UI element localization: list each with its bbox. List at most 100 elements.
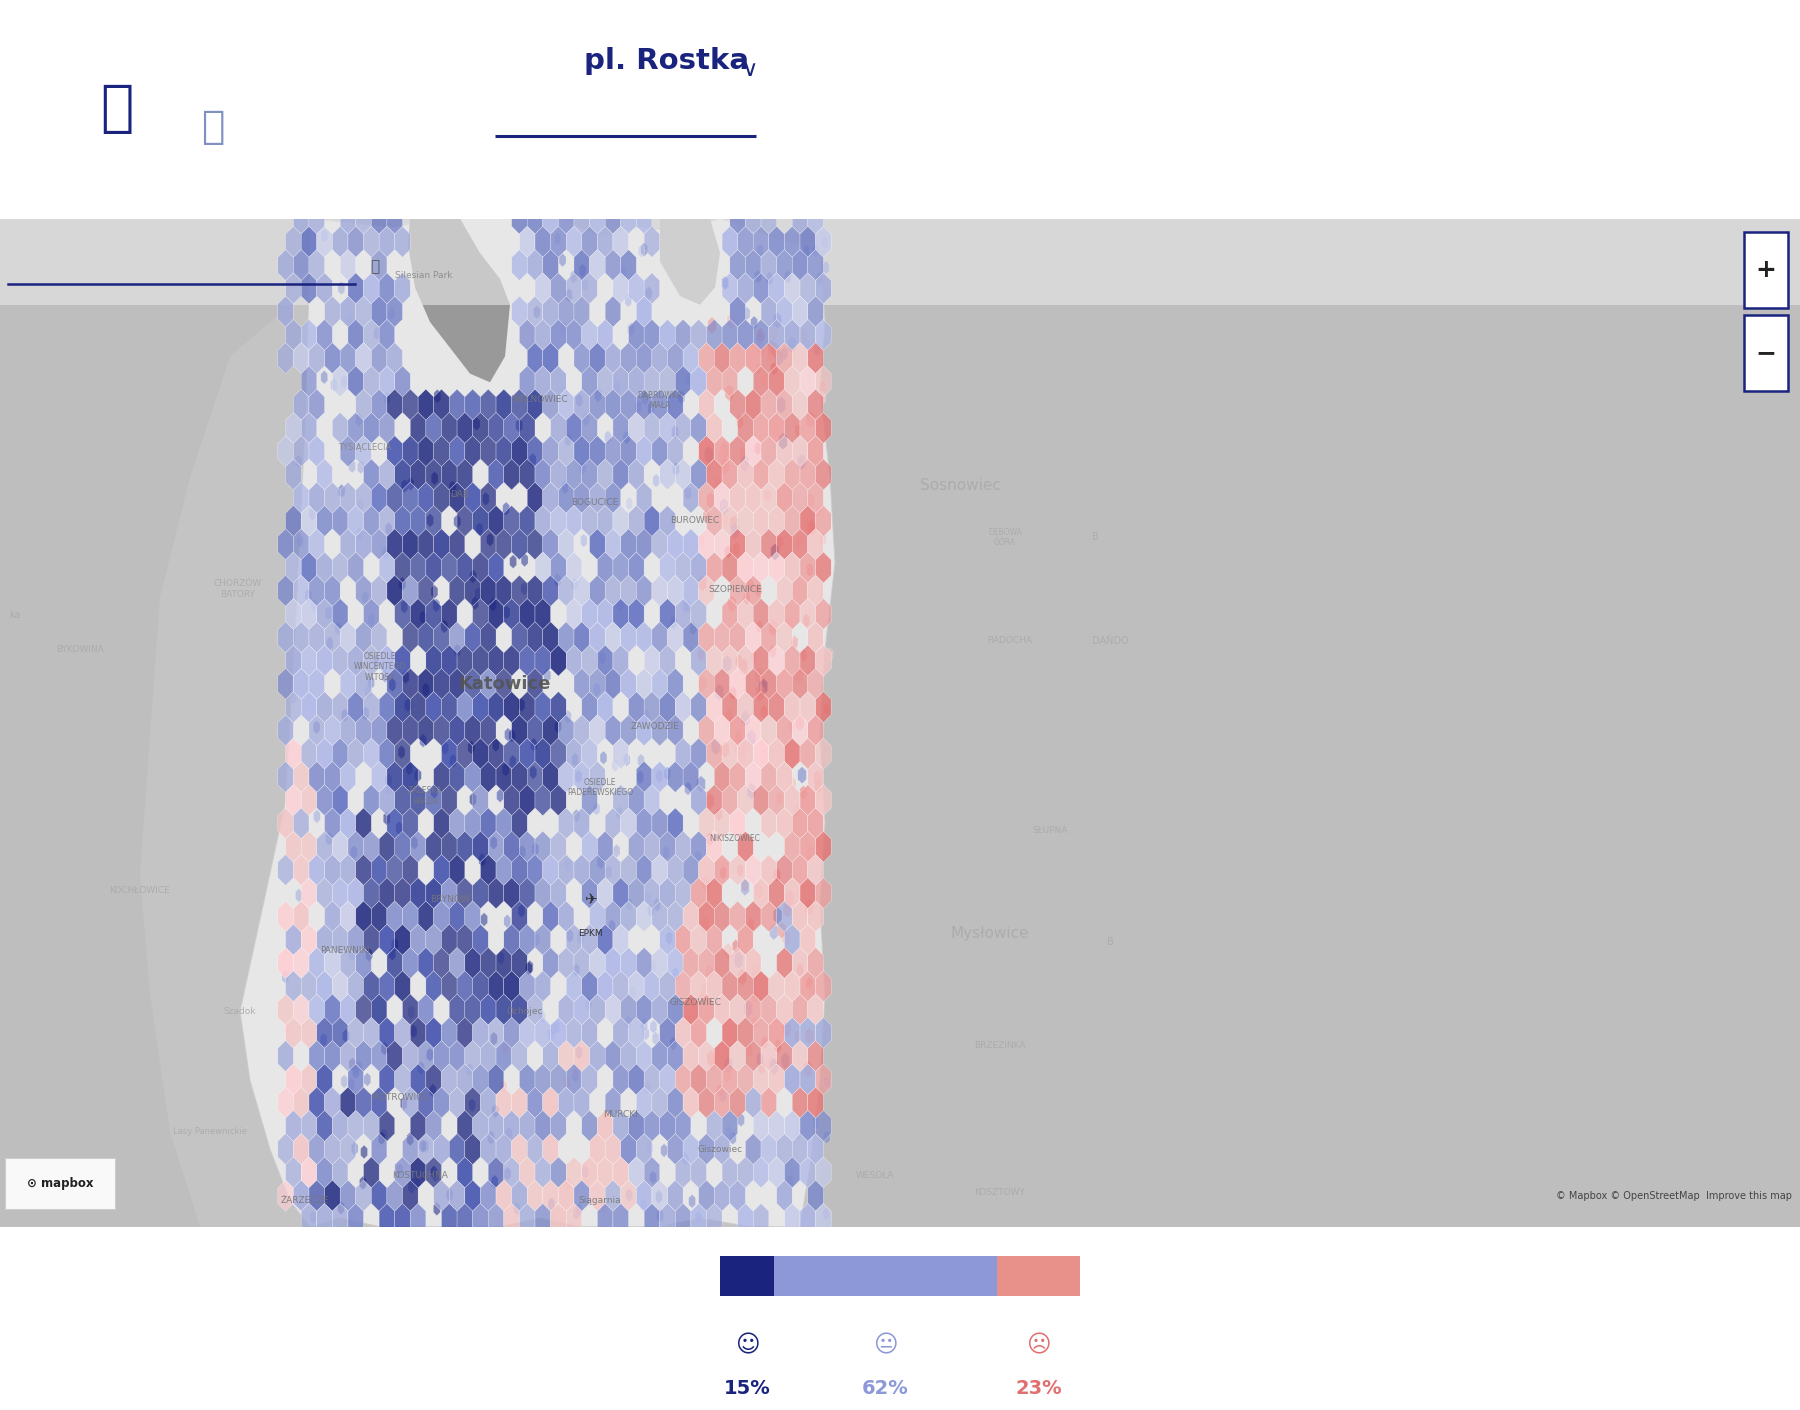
Polygon shape (621, 1134, 637, 1165)
Polygon shape (605, 296, 621, 327)
Polygon shape (419, 611, 427, 625)
Polygon shape (574, 575, 590, 606)
Polygon shape (562, 481, 569, 495)
Polygon shape (648, 904, 653, 918)
Polygon shape (574, 436, 590, 467)
Polygon shape (286, 458, 301, 489)
Polygon shape (457, 1156, 473, 1187)
Polygon shape (785, 1063, 799, 1094)
Polygon shape (776, 529, 792, 560)
Polygon shape (340, 715, 356, 746)
Polygon shape (614, 505, 628, 536)
Polygon shape (776, 901, 792, 932)
Polygon shape (661, 830, 675, 862)
Polygon shape (473, 1111, 488, 1142)
Text: WESOŁA: WESOŁA (855, 1170, 895, 1180)
Polygon shape (644, 891, 652, 905)
Polygon shape (551, 551, 567, 584)
Polygon shape (535, 319, 551, 350)
Polygon shape (277, 1180, 293, 1211)
Polygon shape (643, 1026, 650, 1041)
Polygon shape (722, 691, 738, 722)
Polygon shape (427, 646, 441, 677)
Polygon shape (682, 1152, 689, 1166)
Polygon shape (365, 685, 373, 698)
Polygon shape (286, 646, 301, 677)
Polygon shape (518, 698, 526, 712)
Polygon shape (722, 739, 738, 768)
Polygon shape (799, 1203, 815, 1235)
Polygon shape (581, 784, 598, 815)
Text: 62%: 62% (862, 1379, 909, 1397)
Polygon shape (527, 482, 544, 513)
Polygon shape (457, 970, 473, 1001)
Polygon shape (770, 543, 779, 561)
Polygon shape (709, 1058, 716, 1072)
Polygon shape (551, 1017, 567, 1048)
Polygon shape (364, 505, 380, 536)
Polygon shape (767, 1056, 776, 1073)
Polygon shape (364, 739, 380, 768)
Polygon shape (544, 575, 558, 606)
Polygon shape (353, 1065, 360, 1079)
Polygon shape (644, 1156, 661, 1187)
Polygon shape (598, 319, 614, 350)
Polygon shape (434, 948, 450, 979)
Polygon shape (769, 551, 785, 584)
Polygon shape (441, 551, 457, 584)
Polygon shape (333, 365, 347, 398)
Text: BRZEZINKA: BRZEZINKA (974, 1041, 1026, 1050)
Polygon shape (301, 925, 317, 956)
Polygon shape (434, 808, 450, 839)
Polygon shape (293, 436, 310, 467)
Polygon shape (310, 203, 324, 234)
Polygon shape (380, 1017, 394, 1048)
Polygon shape (364, 458, 380, 489)
Polygon shape (761, 529, 776, 560)
Text: Silesian Park: Silesian Park (396, 271, 454, 281)
Polygon shape (722, 646, 738, 677)
Polygon shape (614, 365, 628, 398)
Polygon shape (621, 1180, 637, 1211)
Polygon shape (301, 646, 317, 677)
Polygon shape (286, 598, 301, 629)
Polygon shape (740, 447, 745, 461)
Polygon shape (410, 784, 427, 815)
Polygon shape (668, 622, 682, 653)
Polygon shape (301, 274, 317, 303)
Polygon shape (738, 458, 752, 489)
Polygon shape (380, 1203, 394, 1235)
Polygon shape (799, 329, 808, 345)
Polygon shape (364, 970, 380, 1001)
Polygon shape (706, 492, 715, 509)
Polygon shape (614, 274, 628, 303)
Polygon shape (340, 668, 356, 699)
Polygon shape (806, 492, 815, 510)
Polygon shape (419, 733, 427, 747)
Polygon shape (682, 948, 698, 979)
Polygon shape (727, 313, 736, 330)
Polygon shape (356, 715, 371, 746)
Polygon shape (808, 203, 823, 234)
Polygon shape (394, 691, 410, 722)
Polygon shape (364, 877, 380, 908)
Polygon shape (808, 482, 823, 513)
Polygon shape (691, 412, 706, 443)
Polygon shape (644, 365, 661, 398)
Polygon shape (418, 389, 434, 420)
Polygon shape (580, 264, 587, 278)
Polygon shape (590, 1180, 605, 1211)
Polygon shape (738, 1156, 752, 1187)
Polygon shape (788, 719, 796, 733)
Polygon shape (277, 901, 293, 932)
Polygon shape (567, 925, 581, 956)
Polygon shape (418, 1060, 425, 1074)
Polygon shape (761, 1134, 776, 1165)
Polygon shape (347, 1017, 364, 1048)
Polygon shape (752, 319, 769, 350)
Polygon shape (481, 482, 497, 513)
Polygon shape (792, 529, 808, 560)
Polygon shape (745, 1087, 761, 1118)
Polygon shape (531, 737, 536, 752)
Polygon shape (387, 1180, 403, 1211)
